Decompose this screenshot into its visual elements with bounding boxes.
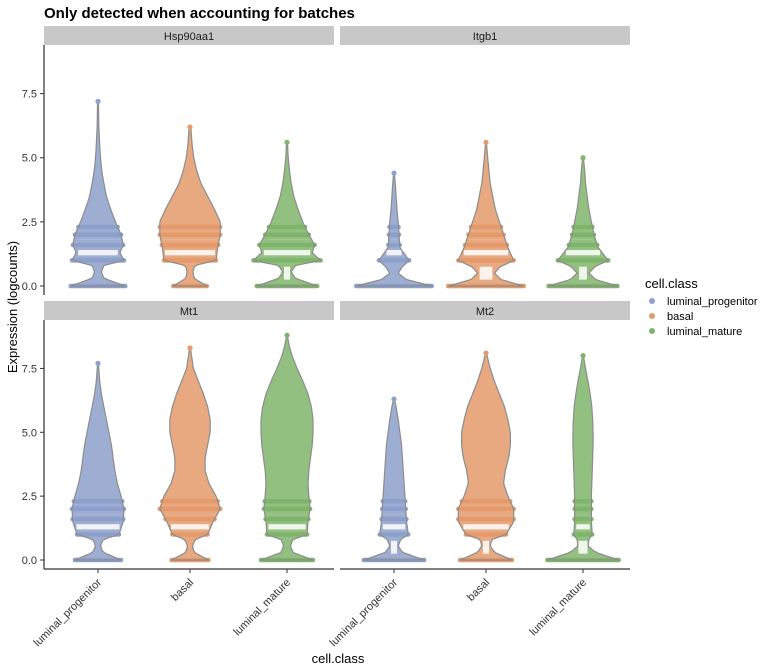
violin-luminal_progenitor: [353, 170, 435, 289]
band-gap: [164, 250, 216, 256]
facet-strip: [340, 301, 630, 320]
x-tick-label: luminal_mature: [527, 577, 589, 639]
y-tick-label: 2.5: [22, 491, 37, 503]
band-gap: [171, 524, 209, 530]
facet-strip: [44, 301, 334, 320]
facet-strip: [44, 26, 334, 45]
facet-panel-mt1: Mt1 0.0 2.5 5.0 7.5 luminal_progenitor basal lu…: [22, 301, 334, 649]
band-gap: [576, 524, 590, 530]
x-tick-label: luminal_progenitor: [328, 576, 401, 649]
x-tick-label: luminal_progenitor: [32, 576, 105, 649]
max-point: [284, 139, 290, 145]
legend-label: basal: [667, 311, 693, 323]
violin-luminal_mature: [546, 155, 620, 289]
max-point: [580, 353, 586, 359]
band-gap: [268, 524, 306, 530]
facet-panel-mt2: Mt2 luminal_progenitor basal luminal_mature: [328, 301, 630, 649]
legend-title: cell.class: [645, 276, 698, 291]
panels-layer: Hsp90aa1 0.0 2.5 5.0 7.5 Itgb1 Mt1 0.0 2.5 5.0 7.5…: [22, 26, 630, 649]
band-gap: [578, 540, 588, 554]
violin-basal: [456, 350, 516, 563]
violin-luminal_mature: [545, 353, 621, 563]
facet-panel-itgb1: Itgb1: [340, 26, 630, 289]
violin-body: [363, 399, 425, 560]
legend-swatch: [649, 298, 655, 304]
y-tick-label: 5.0: [22, 153, 37, 165]
max-point: [391, 170, 397, 176]
band-gap: [565, 250, 601, 256]
y-tick-label: 2.5: [22, 217, 37, 229]
legend-label: luminal_mature: [667, 326, 742, 338]
band-gap: [263, 250, 311, 256]
band-gap: [390, 540, 398, 554]
max-point: [187, 345, 193, 351]
y-tick-label: 0.0: [22, 281, 37, 293]
x-tick-label: luminal_mature: [231, 577, 293, 639]
y-tick-label: 5.0: [22, 427, 37, 439]
max-point: [580, 155, 586, 161]
band-gap: [382, 524, 406, 530]
max-point: [95, 360, 101, 366]
violin-luminal_mature: [258, 332, 316, 563]
max-point: [483, 350, 489, 356]
violin-luminal_mature: [251, 139, 323, 289]
facet-strip-label: Mt2: [476, 306, 494, 318]
violin-basal: [157, 124, 223, 289]
violin-body: [547, 355, 619, 560]
max-point: [483, 139, 489, 145]
x-tick-label: basal: [465, 577, 492, 604]
max-point: [187, 124, 193, 130]
band-gap: [463, 250, 509, 256]
max-point: [95, 98, 101, 104]
band-gap: [463, 524, 509, 530]
y-axis-title: Expression (logcounts): [5, 241, 20, 373]
y-tick-label: 7.5: [22, 89, 37, 101]
band-gap: [78, 250, 118, 256]
legend-swatch: [649, 313, 655, 319]
violin-basal: [157, 345, 223, 563]
band-gap: [479, 266, 493, 280]
band-gap: [76, 524, 120, 530]
max-point: [284, 332, 290, 338]
violin-body: [448, 142, 524, 286]
violin-body: [254, 142, 320, 286]
x-axis-title: cell.class: [312, 651, 365, 666]
x-tick-label: basal: [169, 577, 196, 604]
facet-strip-label: Hsp90aa1: [164, 31, 214, 43]
violin-luminal_progenitor: [69, 360, 127, 563]
facet-panel-hsp90aa1: Hsp90aa1 0.0 2.5 5.0 7.5: [22, 26, 334, 295]
max-point: [391, 396, 397, 402]
facet-strip-label: Itgb1: [473, 31, 497, 43]
band-gap: [482, 540, 490, 554]
violin-body: [72, 363, 124, 560]
violin-body: [548, 157, 618, 286]
legend-swatch: [649, 328, 655, 334]
band-gap: [283, 266, 291, 280]
violin-luminal_progenitor: [361, 396, 427, 563]
facet-strip-label: Mt1: [180, 306, 198, 318]
violin-body: [356, 173, 432, 286]
facet-strip: [340, 26, 630, 45]
y-tick-label: 7.5: [22, 363, 37, 375]
violin-luminal_progenitor: [68, 98, 128, 289]
chart-title: Only detected when accounting for batche…: [44, 5, 355, 22]
violin-body: [261, 335, 313, 560]
band-gap: [386, 250, 402, 256]
legend-label: luminal_progenitor: [667, 296, 758, 308]
y-tick-label: 0.0: [22, 555, 37, 567]
violin-basal: [445, 139, 527, 289]
band-gap: [579, 266, 587, 280]
